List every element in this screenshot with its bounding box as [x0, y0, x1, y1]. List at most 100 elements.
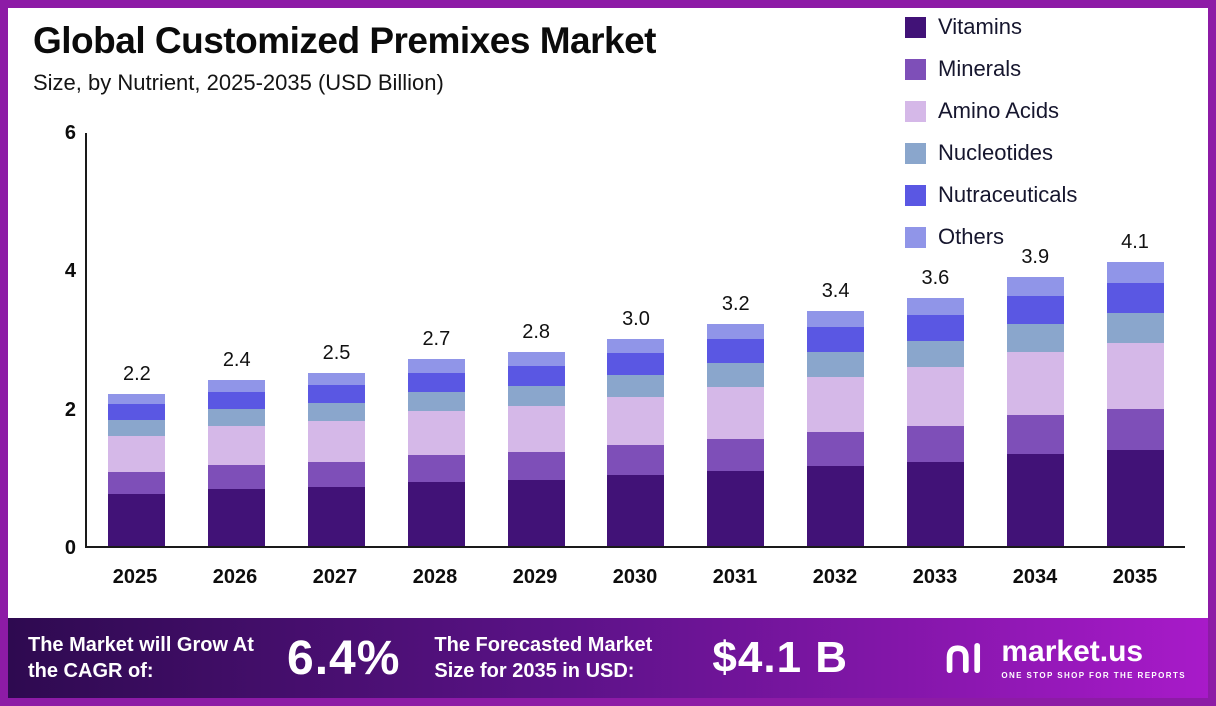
legend-label: Vitamins	[938, 14, 1022, 39]
bar	[507, 352, 565, 546]
bar	[607, 339, 665, 546]
x-axis-label: 2035	[1112, 566, 1158, 588]
bar-segment-others	[308, 373, 366, 385]
legend-item: Amino Acids	[905, 98, 1077, 124]
bar-segment-others	[707, 324, 765, 339]
bar-segment-nutraceuticals	[1006, 296, 1064, 324]
bar-segment-amino-acids	[1106, 343, 1164, 409]
chart-title: Global Customized Premixes Market	[33, 20, 656, 61]
bar-slot: 3.2	[686, 293, 786, 546]
brand-text: market.us ONE STOP SHOP FOR THE REPORTS	[1001, 636, 1186, 680]
legend-label: Nutraceuticals	[938, 182, 1078, 207]
bar-segment-nucleotides	[308, 403, 366, 421]
cagr-value: 6.4%	[287, 631, 401, 685]
bar-segment-nutraceuticals	[308, 385, 366, 403]
bar-segment-minerals	[308, 462, 366, 487]
bar-slot: 3.4	[786, 280, 886, 546]
bar-segment-nutraceuticals	[208, 392, 266, 409]
bar-segment-vitamins	[407, 482, 465, 546]
bar-segment-vitamins	[707, 471, 765, 546]
brand-tagline: ONE STOP SHOP FOR THE REPORTS	[1001, 670, 1186, 680]
bar-segment-nutraceuticals	[906, 315, 964, 341]
x-axis-label: 2028	[412, 566, 458, 588]
bar-segment-amino-acids	[1006, 352, 1064, 415]
bar-segment-minerals	[906, 426, 964, 462]
x-axis-label: 2029	[512, 566, 558, 588]
legend: Vitamins Minerals Amino Acids Nucleotides Nu…	[905, 14, 1077, 250]
bar-value-label: 2.5	[322, 342, 351, 364]
legend-label: Minerals	[938, 56, 1022, 81]
bar	[108, 394, 166, 546]
bar-segment-minerals	[1006, 415, 1064, 454]
bar-segment-minerals	[607, 445, 665, 475]
bar-segment-vitamins	[208, 489, 266, 546]
y-axis-label: 4	[64, 260, 76, 283]
bar-slot: 2.2	[87, 363, 187, 546]
bar-slot: 3.9	[985, 246, 1085, 546]
bar-segment-nutraceuticals	[108, 404, 166, 420]
legend-swatch	[905, 16, 926, 38]
bar-segment-nutraceuticals	[1106, 283, 1164, 313]
legend-swatch	[905, 100, 926, 122]
bar-segment-nucleotides	[1006, 324, 1064, 352]
brand-logo-icon	[947, 642, 981, 674]
bar-segment-vitamins	[108, 494, 166, 546]
x-axis-label: 2034	[1012, 566, 1058, 588]
bar-segment-nucleotides	[407, 392, 465, 411]
bar-segment-amino-acids	[607, 397, 665, 445]
bar-segment-amino-acids	[707, 387, 765, 439]
bar-slot: 3.0	[586, 308, 686, 546]
bar	[208, 380, 266, 546]
legend-swatch	[905, 142, 926, 164]
bar-segment-nutraceuticals	[707, 339, 765, 363]
bar-value-label: 3.9	[1021, 246, 1050, 268]
bar-segment-vitamins	[308, 487, 366, 546]
x-axis-label: 2026	[212, 566, 258, 588]
legend-item: Minerals	[905, 56, 1077, 82]
bar-segment-others	[108, 394, 166, 404]
bar-segment-minerals	[208, 465, 266, 489]
bar-segment-vitamins	[607, 475, 665, 546]
bar	[906, 298, 964, 546]
x-axis-label: 2032	[812, 566, 858, 588]
bar-segment-others	[407, 359, 465, 373]
legend-swatch	[905, 184, 926, 206]
bar-segment-minerals	[507, 452, 565, 480]
bar-segment-others	[607, 339, 665, 353]
bar-segment-minerals	[707, 439, 765, 471]
bar-segment-nucleotides	[1106, 313, 1164, 343]
bar-segment-nucleotides	[208, 409, 266, 426]
bar-segment-others	[1006, 277, 1064, 296]
bar-segment-minerals	[108, 472, 166, 494]
legend-item: Others	[905, 224, 1077, 250]
bar	[807, 311, 865, 546]
x-axis-label: 2030	[612, 566, 658, 588]
bar	[1106, 262, 1164, 546]
bar-segment-amino-acids	[906, 367, 964, 426]
legend-label: Amino Acids	[938, 98, 1060, 123]
y-axis-label: 0	[64, 537, 76, 559]
bar-value-label: 3.2	[721, 293, 750, 315]
bar-slot: 2.7	[386, 328, 486, 546]
cagr-label: The Market will Grow At the CAGR of:	[28, 634, 254, 682]
bar-segment-vitamins	[507, 480, 565, 546]
bar-value-label: 2.2	[123, 363, 151, 385]
bar-segment-minerals	[407, 455, 465, 482]
bar-segment-vitamins	[1006, 454, 1064, 546]
bar-segment-amino-acids	[407, 411, 465, 455]
legend-item: Nutraceuticals	[905, 182, 1077, 208]
bar-segment-nutraceuticals	[607, 353, 665, 375]
bars: 2.2 2.4 2.5 2.7 2.8 3.0 3.2 3.4 3.6 3.9 4.1	[87, 133, 1185, 546]
x-axis-label: 2031	[712, 566, 758, 588]
bar-segment-others	[906, 298, 964, 315]
bar-segment-nucleotides	[807, 352, 865, 377]
bar-segment-minerals	[807, 432, 865, 466]
bar-segment-nucleotides	[906, 341, 964, 367]
bar-segment-vitamins	[807, 466, 865, 546]
bar-value-label: 2.4	[222, 349, 251, 371]
bar-segment-others	[507, 352, 565, 366]
bar	[407, 359, 465, 546]
bar-segment-nutraceuticals	[807, 327, 865, 352]
bar	[308, 373, 366, 546]
bar-segment-vitamins	[1106, 450, 1164, 546]
